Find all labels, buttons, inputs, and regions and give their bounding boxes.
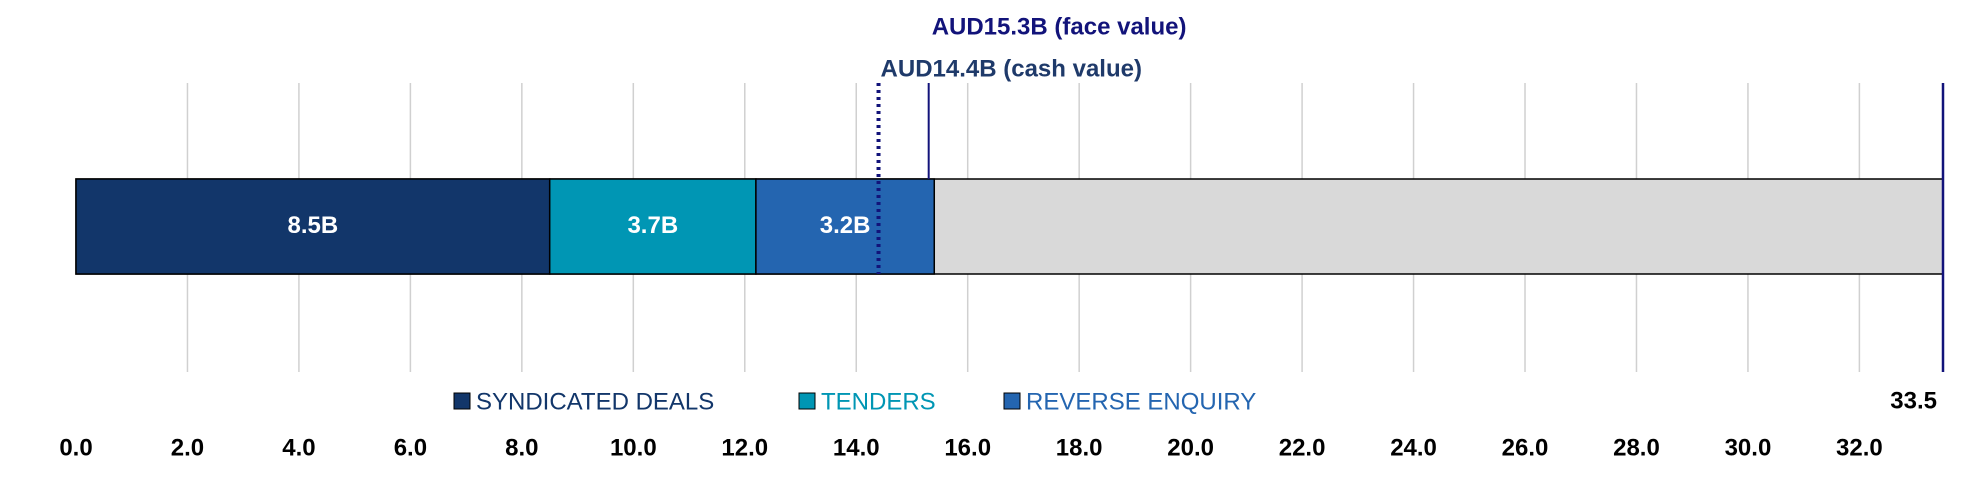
legend-swatch: [453, 392, 471, 410]
x-tick-label: 20.0: [1167, 434, 1214, 461]
reference-label: AUD14.4B (cash value): [881, 55, 1142, 82]
total-label: 33.5: [1890, 387, 1937, 414]
bar-segment: [75, 178, 551, 275]
x-tick-label: 10.0: [610, 434, 657, 461]
x-tick-label: 14.0: [833, 434, 880, 461]
bar-segment: [548, 178, 757, 275]
x-tick-label: 24.0: [1390, 434, 1437, 461]
x-tick-label: 26.0: [1502, 434, 1549, 461]
legend-label: SYNDICATED DEALS: [476, 388, 714, 415]
legend-label: REVERSE ENQUIRY: [1026, 388, 1256, 415]
legend-label: TENDERS: [821, 388, 936, 415]
data-label: 3.2B: [820, 212, 871, 239]
reference-label: AUD15.3B (face value): [932, 13, 1187, 40]
data-label: 8.5B: [288, 212, 339, 239]
x-tick-label: 30.0: [1725, 434, 1772, 461]
x-tick-label: 8.0: [505, 434, 538, 461]
x-tick-label: 18.0: [1056, 434, 1103, 461]
data-label: 3.7B: [627, 212, 678, 239]
x-tick-label: 28.0: [1613, 434, 1660, 461]
x-tick-label: 4.0: [282, 434, 315, 461]
legend-swatch: [798, 392, 816, 410]
x-tick-label: 22.0: [1279, 434, 1326, 461]
x-tick-label: 6.0: [394, 434, 427, 461]
x-tick-label: 16.0: [944, 434, 991, 461]
x-tick-label: 12.0: [721, 434, 768, 461]
legend-swatch: [1003, 392, 1021, 410]
x-tick-label: 0.0: [59, 434, 92, 461]
x-tick-label: 2.0: [171, 434, 204, 461]
bar-segment: [755, 178, 936, 275]
x-tick-label: 32.0: [1836, 434, 1883, 461]
